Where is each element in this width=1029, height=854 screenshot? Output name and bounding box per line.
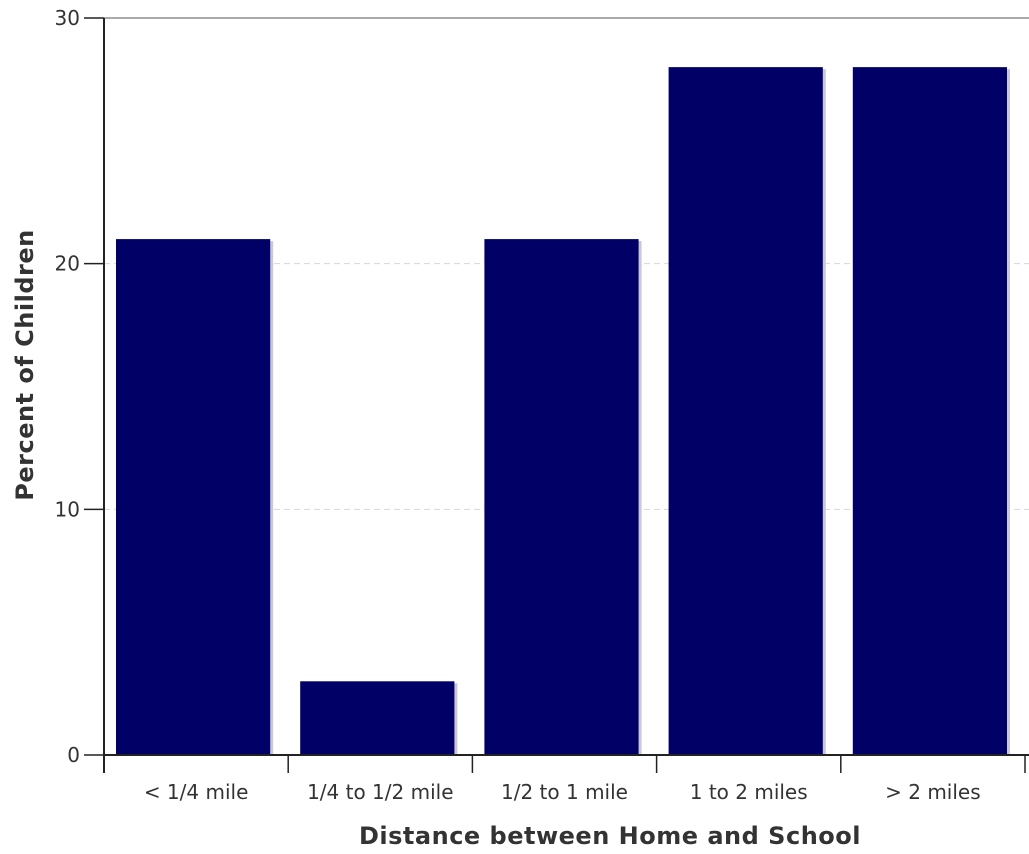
bar bbox=[116, 239, 271, 756]
bar bbox=[852, 67, 1007, 756]
bar bbox=[300, 681, 455, 755]
y-tick-label: 0 bbox=[67, 743, 80, 767]
y-tick-label: 30 bbox=[55, 6, 80, 30]
y-tick-label: 20 bbox=[55, 252, 80, 276]
bar bbox=[484, 239, 639, 756]
x-tick-label: < 1/4 mile bbox=[144, 780, 249, 804]
x-axis-title: Distance between Home and School bbox=[359, 822, 861, 850]
x-tick-label: 1/2 to 1 mile bbox=[501, 780, 628, 804]
axes bbox=[84, 17, 1029, 773]
tick-labels: 0 10 20 30 < 1/4 mile 1/4 to 1/2 mile 1/2 to 1… bbox=[55, 6, 981, 804]
x-tick-label: 1/4 to 1/2 mile bbox=[307, 780, 453, 804]
x-tick-label: > 2 miles bbox=[885, 780, 981, 804]
y-tick-label: 10 bbox=[55, 497, 80, 521]
bars bbox=[116, 67, 1010, 756]
y-axis-title: Percent of Children bbox=[11, 229, 39, 500]
bar bbox=[668, 67, 823, 756]
x-tick-label: 1 to 2 miles bbox=[690, 780, 808, 804]
